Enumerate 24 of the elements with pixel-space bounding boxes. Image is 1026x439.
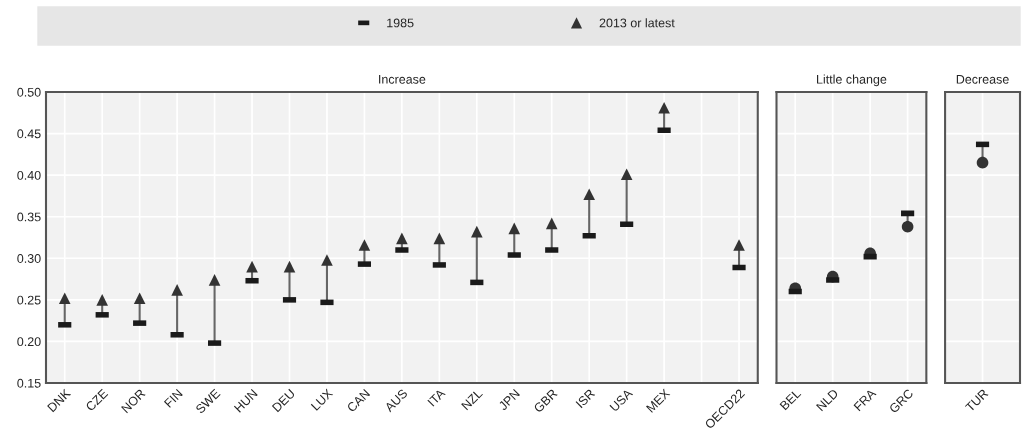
x-tick-label: JPN <box>498 388 521 411</box>
chart-title: Increase <box>379 74 426 84</box>
chart-title: Little change <box>817 74 887 87</box>
x-tick-label: NLD <box>816 388 839 412</box>
y-tick-label: 0.45 <box>17 129 41 139</box>
y-tick-label: 0.25 <box>17 295 41 305</box>
x-tick-label: FRA <box>853 388 877 412</box>
y-tick-label: 0.30 <box>17 254 41 263</box>
x-tick-label: ITA <box>427 388 446 407</box>
legend-label: 2013 or latest <box>599 18 675 28</box>
x-tick-label: FIN <box>163 388 183 408</box>
x-tick-label: CZE <box>85 388 109 412</box>
y-tick-label: 0.20 <box>17 337 41 347</box>
x-tick-label: USA <box>609 388 634 412</box>
x-tick-label: BEL <box>779 388 802 411</box>
x-tick-label: TUR <box>964 388 989 413</box>
y-tick-label: 0.40 <box>17 170 41 180</box>
x-tick-label: ISR <box>575 388 596 409</box>
x-tick-label: NZL <box>461 388 483 411</box>
y-tick-label: 0.15 <box>17 378 41 388</box>
y-tick-label: 0.50 <box>17 87 41 97</box>
chart-title: Decrease <box>956 74 1009 84</box>
legend-label: 1985 <box>387 18 414 28</box>
y-tick-label: 0.35 <box>17 212 41 222</box>
